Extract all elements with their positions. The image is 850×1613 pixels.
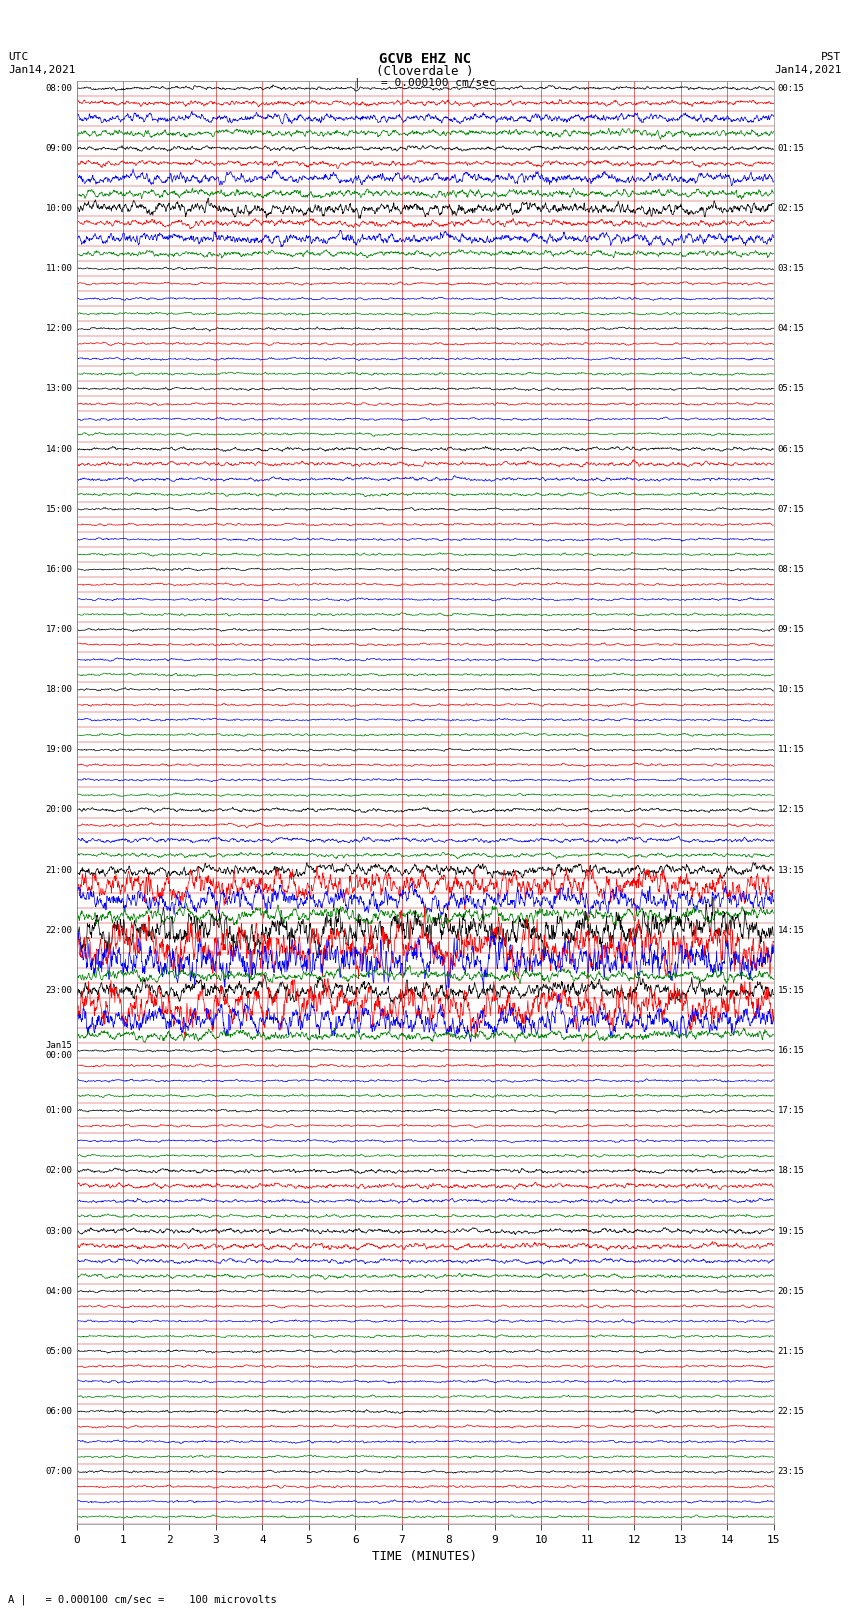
Text: Jan14,2021: Jan14,2021	[8, 65, 76, 74]
Text: 03:15: 03:15	[778, 265, 805, 273]
Text: 17:00: 17:00	[45, 624, 72, 634]
Text: 20:15: 20:15	[778, 1287, 805, 1295]
Text: 00:00: 00:00	[45, 1052, 72, 1060]
Text: 21:00: 21:00	[45, 866, 72, 874]
Text: Jan15: Jan15	[45, 1042, 72, 1050]
Text: 02:00: 02:00	[45, 1166, 72, 1176]
Text: 20:00: 20:00	[45, 805, 72, 815]
Text: 23:00: 23:00	[45, 986, 72, 995]
Text: 05:00: 05:00	[45, 1347, 72, 1357]
Text: PST: PST	[821, 52, 842, 61]
Text: 22:00: 22:00	[45, 926, 72, 936]
X-axis label: TIME (MINUTES): TIME (MINUTES)	[372, 1550, 478, 1563]
Text: 02:15: 02:15	[778, 203, 805, 213]
Text: 09:15: 09:15	[778, 624, 805, 634]
Text: 11:15: 11:15	[778, 745, 805, 755]
Text: 18:15: 18:15	[778, 1166, 805, 1176]
Text: GCVB EHZ NC: GCVB EHZ NC	[379, 52, 471, 66]
Text: 23:15: 23:15	[778, 1468, 805, 1476]
Text: 05:15: 05:15	[778, 384, 805, 394]
Text: 15:15: 15:15	[778, 986, 805, 995]
Text: 01:00: 01:00	[45, 1107, 72, 1115]
Text: 04:15: 04:15	[778, 324, 805, 334]
Text: 13:00: 13:00	[45, 384, 72, 394]
Text: 08:15: 08:15	[778, 565, 805, 574]
Text: Jan14,2021: Jan14,2021	[774, 65, 842, 74]
Text: 04:00: 04:00	[45, 1287, 72, 1295]
Text: 10:00: 10:00	[45, 203, 72, 213]
Text: 14:00: 14:00	[45, 445, 72, 453]
Text: 19:00: 19:00	[45, 745, 72, 755]
Text: 11:00: 11:00	[45, 265, 72, 273]
Text: 19:15: 19:15	[778, 1226, 805, 1236]
Text: 06:15: 06:15	[778, 445, 805, 453]
Text: |   = 0.000100 cm/sec: | = 0.000100 cm/sec	[354, 77, 496, 89]
Text: 08:00: 08:00	[45, 84, 72, 92]
Text: (Cloverdale ): (Cloverdale )	[377, 65, 473, 77]
Text: 07:00: 07:00	[45, 1468, 72, 1476]
Text: 00:15: 00:15	[778, 84, 805, 92]
Text: 12:00: 12:00	[45, 324, 72, 334]
Text: 22:15: 22:15	[778, 1407, 805, 1416]
Text: 21:15: 21:15	[778, 1347, 805, 1357]
Text: 01:15: 01:15	[778, 144, 805, 153]
Text: 13:15: 13:15	[778, 866, 805, 874]
Text: 16:15: 16:15	[778, 1047, 805, 1055]
Text: 06:00: 06:00	[45, 1407, 72, 1416]
Text: 10:15: 10:15	[778, 686, 805, 694]
Text: 16:00: 16:00	[45, 565, 72, 574]
Text: 17:15: 17:15	[778, 1107, 805, 1115]
Text: A |   = 0.000100 cm/sec =    100 microvolts: A | = 0.000100 cm/sec = 100 microvolts	[8, 1594, 277, 1605]
Text: 18:00: 18:00	[45, 686, 72, 694]
Text: 09:00: 09:00	[45, 144, 72, 153]
Text: 15:00: 15:00	[45, 505, 72, 513]
Text: 12:15: 12:15	[778, 805, 805, 815]
Text: 03:00: 03:00	[45, 1226, 72, 1236]
Text: 14:15: 14:15	[778, 926, 805, 936]
Text: 07:15: 07:15	[778, 505, 805, 513]
Text: UTC: UTC	[8, 52, 29, 61]
